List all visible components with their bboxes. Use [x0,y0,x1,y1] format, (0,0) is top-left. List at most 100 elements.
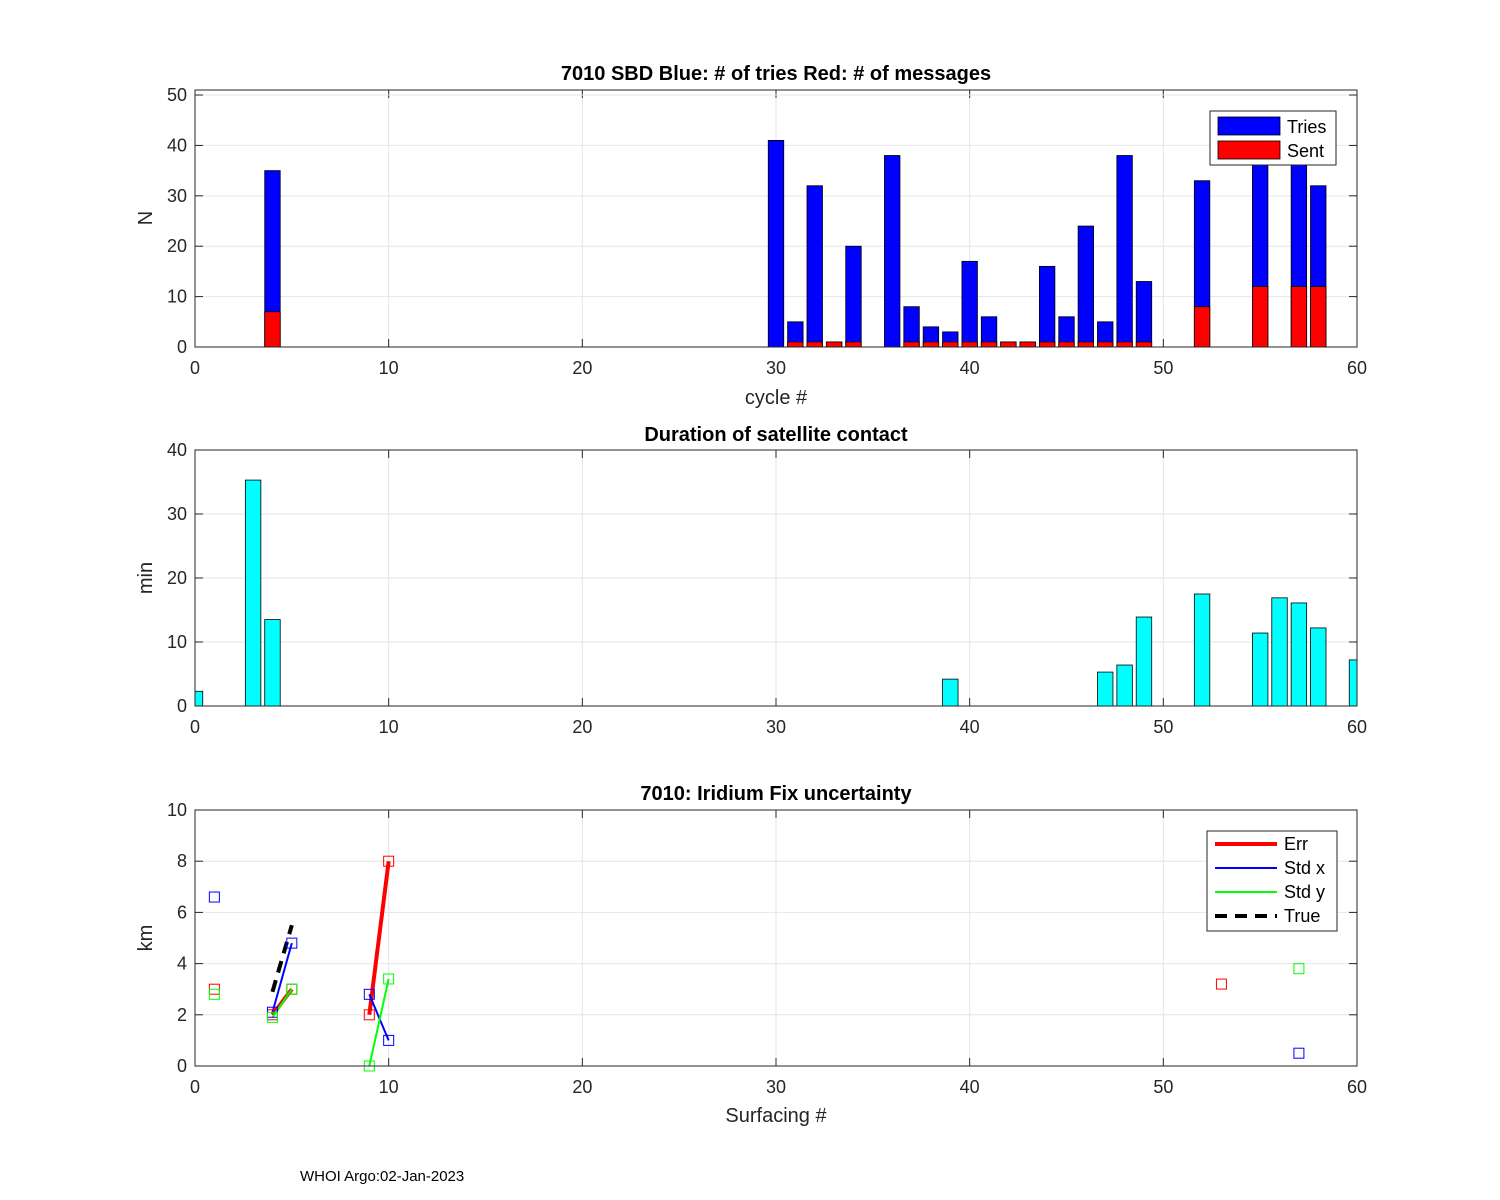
std-x-line [368,993,390,1041]
y-tick-label: 8 [177,851,187,871]
y-tick-label: 40 [167,440,187,460]
x-tick-label: 10 [379,717,399,737]
tries-bar [806,185,823,348]
duration-bar [1252,632,1269,706]
legend-label-sent: Sent [1287,141,1324,161]
sent-bar [961,341,978,348]
sent-bar [1116,341,1133,348]
sent-bar [264,311,281,348]
err-marker [363,1009,375,1021]
sent-bar [1310,286,1327,348]
true-line [270,924,294,993]
axes-frame [194,449,1358,707]
std-y-marker [208,988,220,1000]
tries-bar [1135,281,1153,348]
std-x-marker [286,937,298,949]
contact-duration-chart: Duration of satellite contact min 0 10 20 3… [135,424,1367,737]
x-tick-label: 0 [190,1077,200,1097]
sent-bar [1000,341,1017,348]
y-tick-label: 6 [177,902,187,922]
legend-box [1206,830,1338,932]
duration-bar [264,619,281,706]
x-axis-label: cycle # [745,387,808,409]
x-tick-label: 20 [572,1077,592,1097]
x-tick-label: 10 [379,358,399,378]
std-x-line [271,942,293,1013]
sent-bar [825,341,843,348]
x-tick-label: 40 [960,358,980,378]
sent-bar [1097,341,1114,348]
footer-stamp: WHOI Argo:02-Jan-2023 [300,1168,465,1185]
legend-label-tries: Tries [1287,117,1326,137]
x-tick-label: 30 [766,1077,786,1097]
sent-bar [1077,341,1095,348]
chart-title: Duration of satellite contact [644,424,908,446]
axes-frame [194,809,1358,1067]
legend-label-std-y: Std y [1284,882,1325,902]
x-tick-label: 10 [379,1077,399,1097]
y-tick-label: 30 [167,504,187,524]
duration-bar [1271,597,1288,706]
duration-bar [1135,616,1153,706]
axes-frame [194,89,1358,348]
x-axis-label: Surfacing # [725,1105,827,1127]
legend-swatch-tries [1217,116,1281,136]
std-x-marker [383,1034,395,1046]
sent-bar [1058,341,1075,348]
sent-bar [806,341,823,348]
y-tick-label: 2 [177,1005,187,1025]
tries-bar [1077,225,1095,348]
chart-title: 7010 SBD Blue: # of tries Red: # of mess… [561,63,991,85]
fix-uncertainty-chart: 7010: Iridium Fix uncertainty Surfacing … [135,783,1367,1127]
y-tick-label: 10 [167,800,187,820]
sent-bar [845,341,862,348]
std-y-marker [266,1011,278,1023]
x-tick-label: 60 [1347,358,1367,378]
std-y-marker [286,983,298,995]
y-tick-label: 0 [177,1056,187,1076]
tries-bar [1116,155,1133,348]
sent-bar [942,341,959,348]
sent-bar [922,341,940,348]
x-tick-label: 40 [960,717,980,737]
y-tick-label: 4 [177,954,187,974]
std-y-marker [1293,963,1305,975]
sent-bar [1252,286,1269,348]
x-tick-label: 20 [572,717,592,737]
x-tick-label: 60 [1347,1077,1367,1097]
sent-bar [1193,306,1211,348]
y-axis-label: N [135,211,157,225]
x-tick-label: 30 [766,717,786,737]
err-marker [383,855,395,867]
x-tick-label: 0 [190,358,200,378]
x-tick-label: 50 [1153,1077,1173,1097]
duration-bar [1116,664,1133,706]
duration-bar [1290,602,1308,706]
legend-label-std-x: Std x [1284,858,1325,878]
tries-bar [1038,265,1056,348]
y-tick-label: 30 [167,186,187,206]
y-axis-label: min [135,562,157,594]
duration-bar [195,690,204,706]
y-axis-label: km [135,925,157,952]
x-tick-label: 20 [572,358,592,378]
y-tick-label: 10 [167,632,187,652]
sbd-tries-chart: 7010 SBD Blue: # of tries Red: # of mess… [135,63,1367,409]
y-tick-label: 0 [177,696,187,716]
sent-bar [980,341,998,348]
sent-bar [903,341,920,348]
legend-swatch-sent [1217,140,1281,160]
tries-bar [884,155,901,348]
sent-bar [1019,341,1036,348]
duration-bar [1310,627,1327,706]
std-x-marker [208,891,220,903]
duration-bar [1193,593,1211,706]
sent-bar [787,341,804,348]
err-marker [1215,978,1227,990]
chart-title: 7010: Iridium Fix uncertainty [640,783,912,805]
x-tick-label: 50 [1153,717,1173,737]
tries-bar [961,260,978,348]
std-x-marker [1293,1047,1305,1059]
x-tick-label: 30 [766,358,786,378]
